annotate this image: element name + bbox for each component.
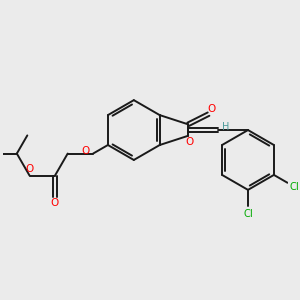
Text: Cl: Cl bbox=[290, 182, 299, 192]
Text: O: O bbox=[82, 146, 90, 156]
Text: Cl: Cl bbox=[243, 208, 253, 218]
Text: O: O bbox=[208, 104, 216, 114]
Text: O: O bbox=[185, 137, 194, 147]
Text: O: O bbox=[26, 164, 34, 174]
Text: H: H bbox=[222, 122, 230, 132]
Text: O: O bbox=[51, 198, 59, 208]
